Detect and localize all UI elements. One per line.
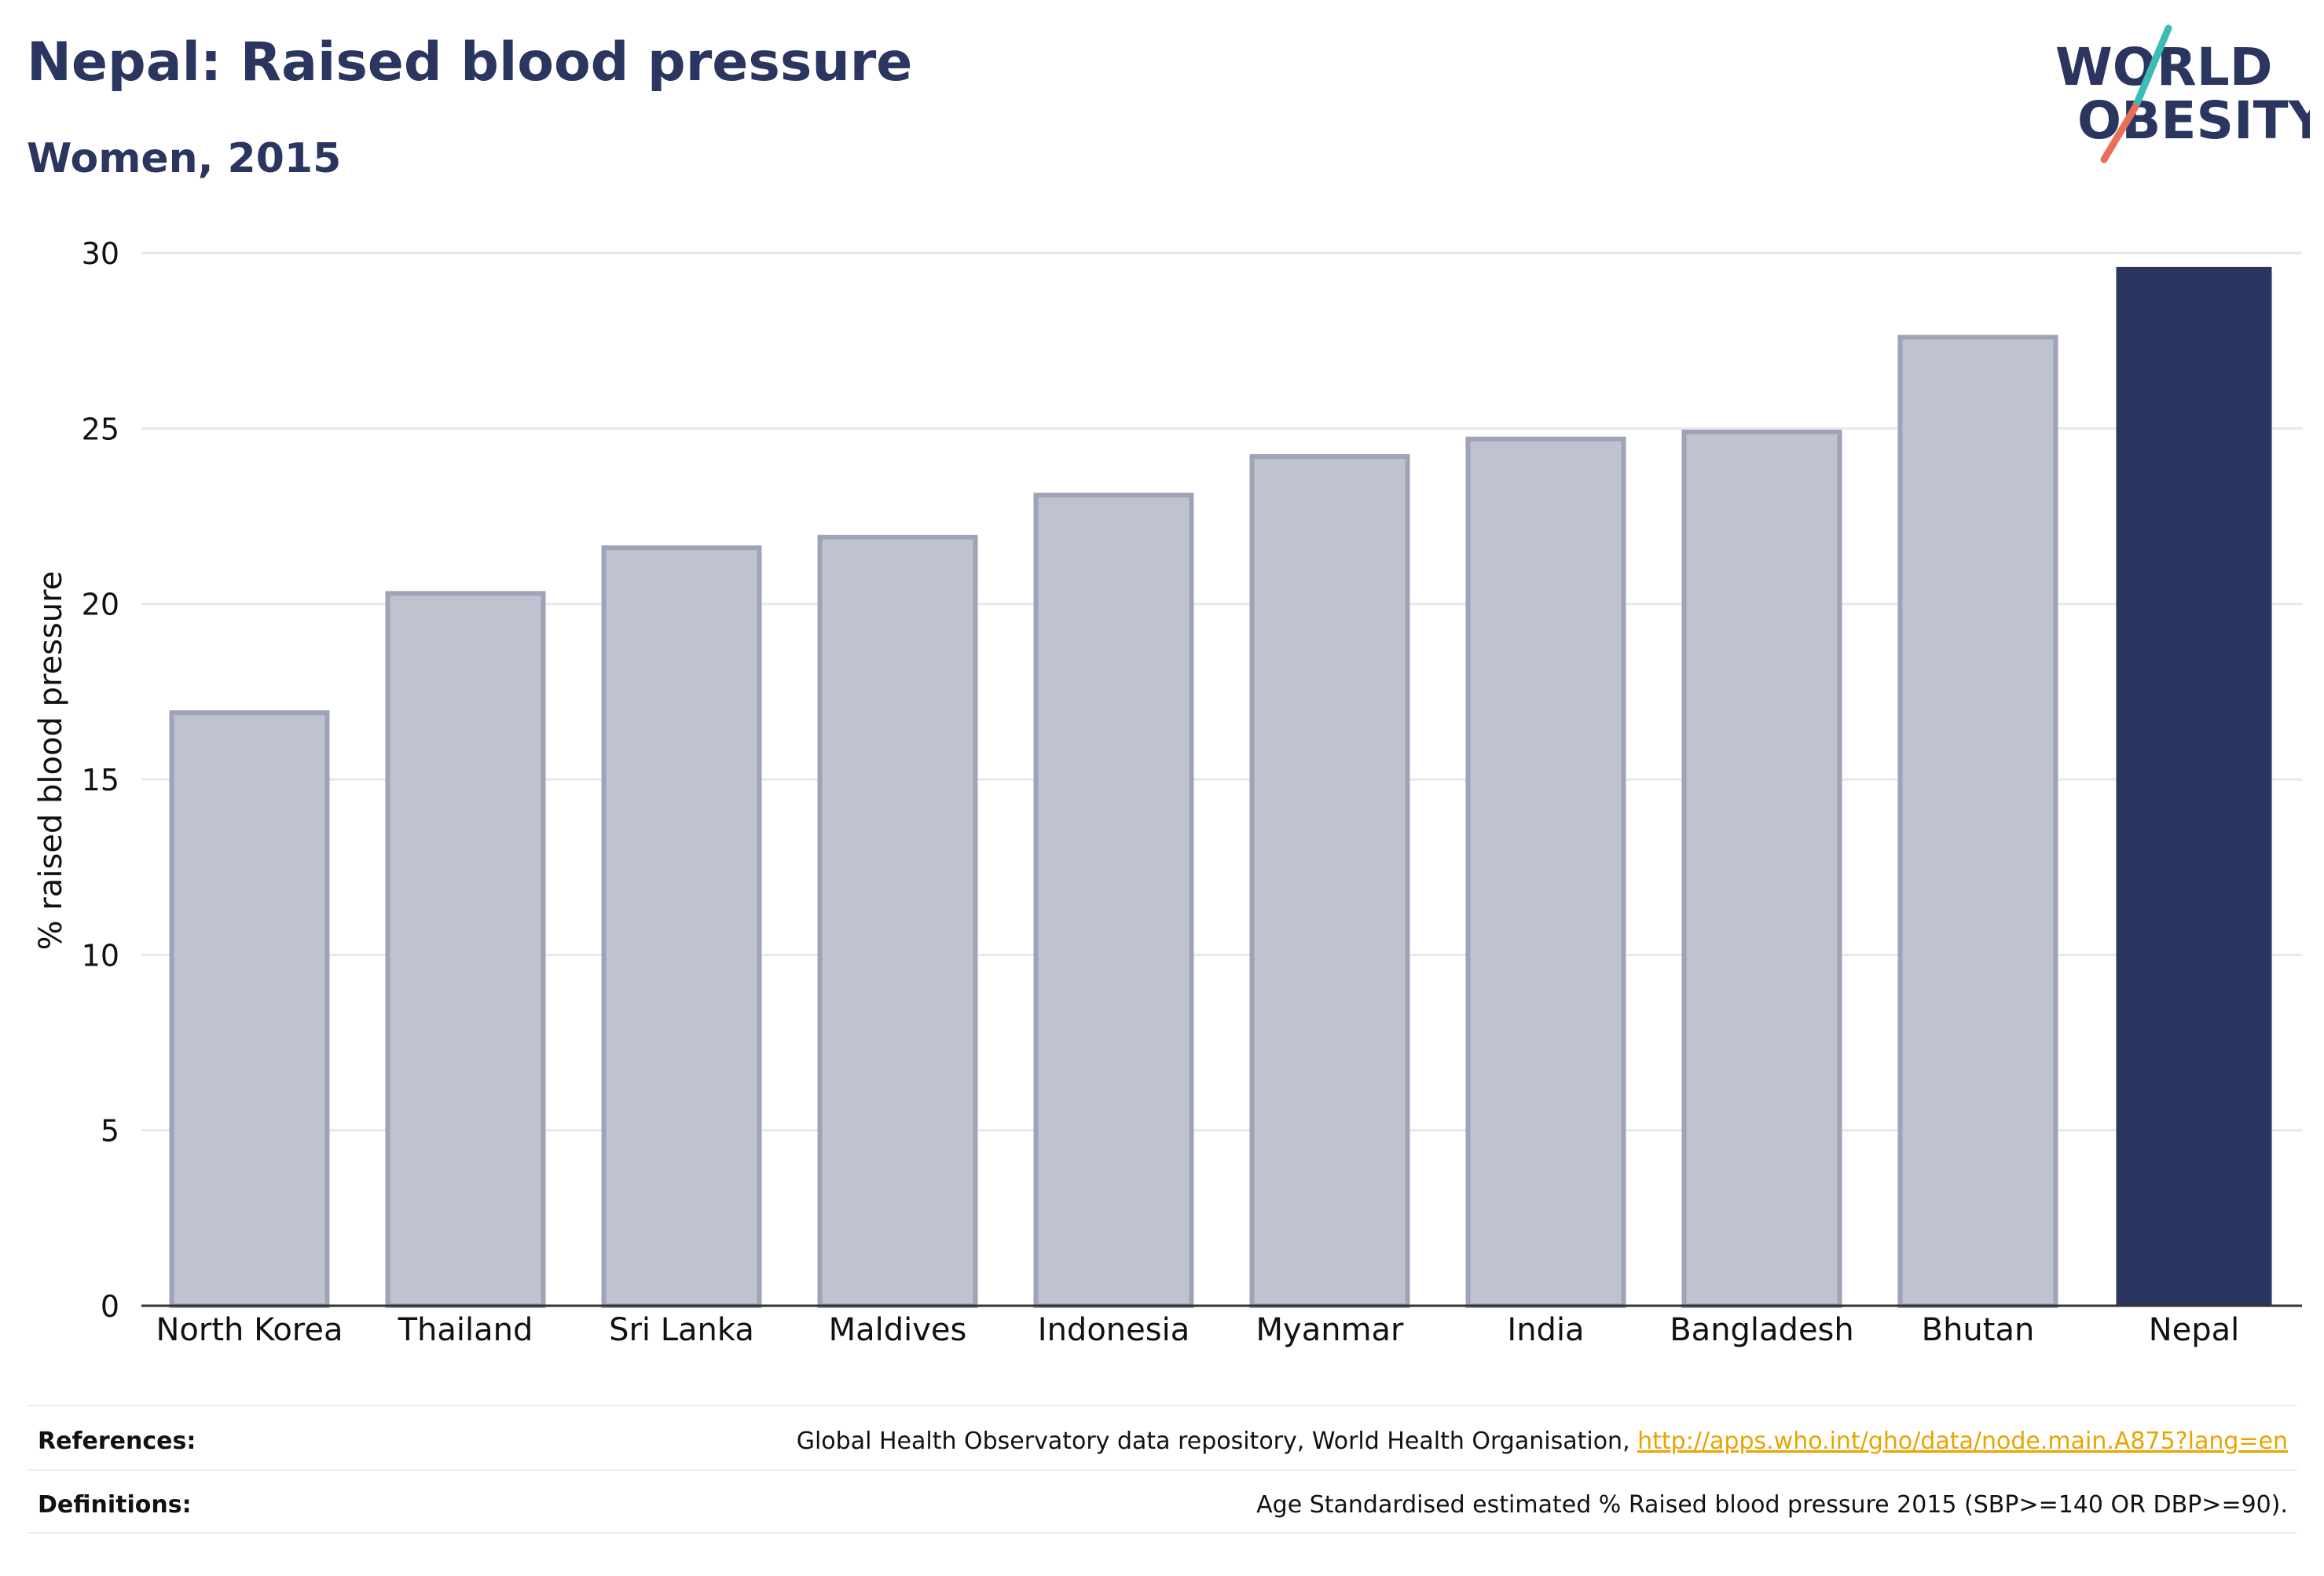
footer-divider-middle (27, 1469, 2297, 1471)
bar-bhutan (1897, 335, 2058, 1309)
references-label: References: (38, 1428, 196, 1455)
footer-divider-bottom (27, 1532, 2297, 1534)
bar-north-korea (169, 710, 330, 1308)
bar-nepal (2116, 266, 2272, 1306)
y-axis-label: % raised blood pressure (33, 571, 69, 951)
x-tick-label: Bhutan (1922, 1312, 2035, 1348)
bar-myanmar (1249, 454, 1410, 1308)
definitions-label: Definitions: (38, 1491, 192, 1519)
y-tick-label: 15 (82, 763, 119, 797)
chart-subtitle: Women, 2015 (27, 135, 342, 182)
references-link[interactable]: http://apps.who.int/gho/data/node.main.A… (1637, 1428, 2288, 1455)
definitions-text: Age Standardised estimated % Raised bloo… (1256, 1491, 2288, 1519)
logo-slash-bottom (2100, 103, 2139, 163)
y-tick-label: 20 (82, 588, 119, 622)
bar-indonesia (1033, 493, 1194, 1309)
x-tick-label: North Korea (156, 1312, 343, 1348)
y-tick-label: 30 (82, 236, 119, 271)
bar-layer (169, 266, 2272, 1309)
x-tick-label: Thailand (398, 1312, 533, 1348)
x-tick-label: Myanmar (1256, 1312, 1405, 1348)
bar-sri-lanka (601, 545, 762, 1308)
bar-india (1465, 436, 1626, 1309)
y-tick-label: 25 (82, 412, 119, 446)
axis-layer: 0 5 10 15 20 25 30 North Korea Thailand Sri Lanka… (82, 236, 2302, 1348)
world-obesity-logo: WORLD OBESITY (2055, 24, 2310, 163)
x-tick-label: Bangladesh (1670, 1312, 1854, 1348)
logo-slash-top (2132, 24, 2172, 111)
y-tick-label: 5 (101, 1114, 119, 1149)
x-tick-label: Maldives (829, 1312, 967, 1348)
chart-title: Nepal: Raised blood pressure (27, 31, 913, 93)
bar-thailand (385, 591, 546, 1308)
x-tick-label: Nepal (2149, 1312, 2240, 1348)
bar-maldives (817, 534, 978, 1308)
footer-divider-top (27, 1405, 2297, 1406)
x-tick-label: Indonesia (1038, 1312, 1189, 1348)
x-tick-label: India (1507, 1312, 1584, 1348)
references-source: Global Health Observatory data repositor… (796, 1428, 1638, 1455)
bar-chart: 0 5 10 15 20 25 30 North Korea Thailand Sri Lanka… (33, 236, 2302, 1348)
y-tick-label: 10 (82, 938, 119, 973)
y-tick-label: 0 (101, 1289, 119, 1324)
references-text: Global Health Observatory data repositor… (797, 1428, 2288, 1455)
bar-bangladesh (1681, 429, 1842, 1308)
x-tick-label: Sri Lanka (609, 1312, 754, 1348)
